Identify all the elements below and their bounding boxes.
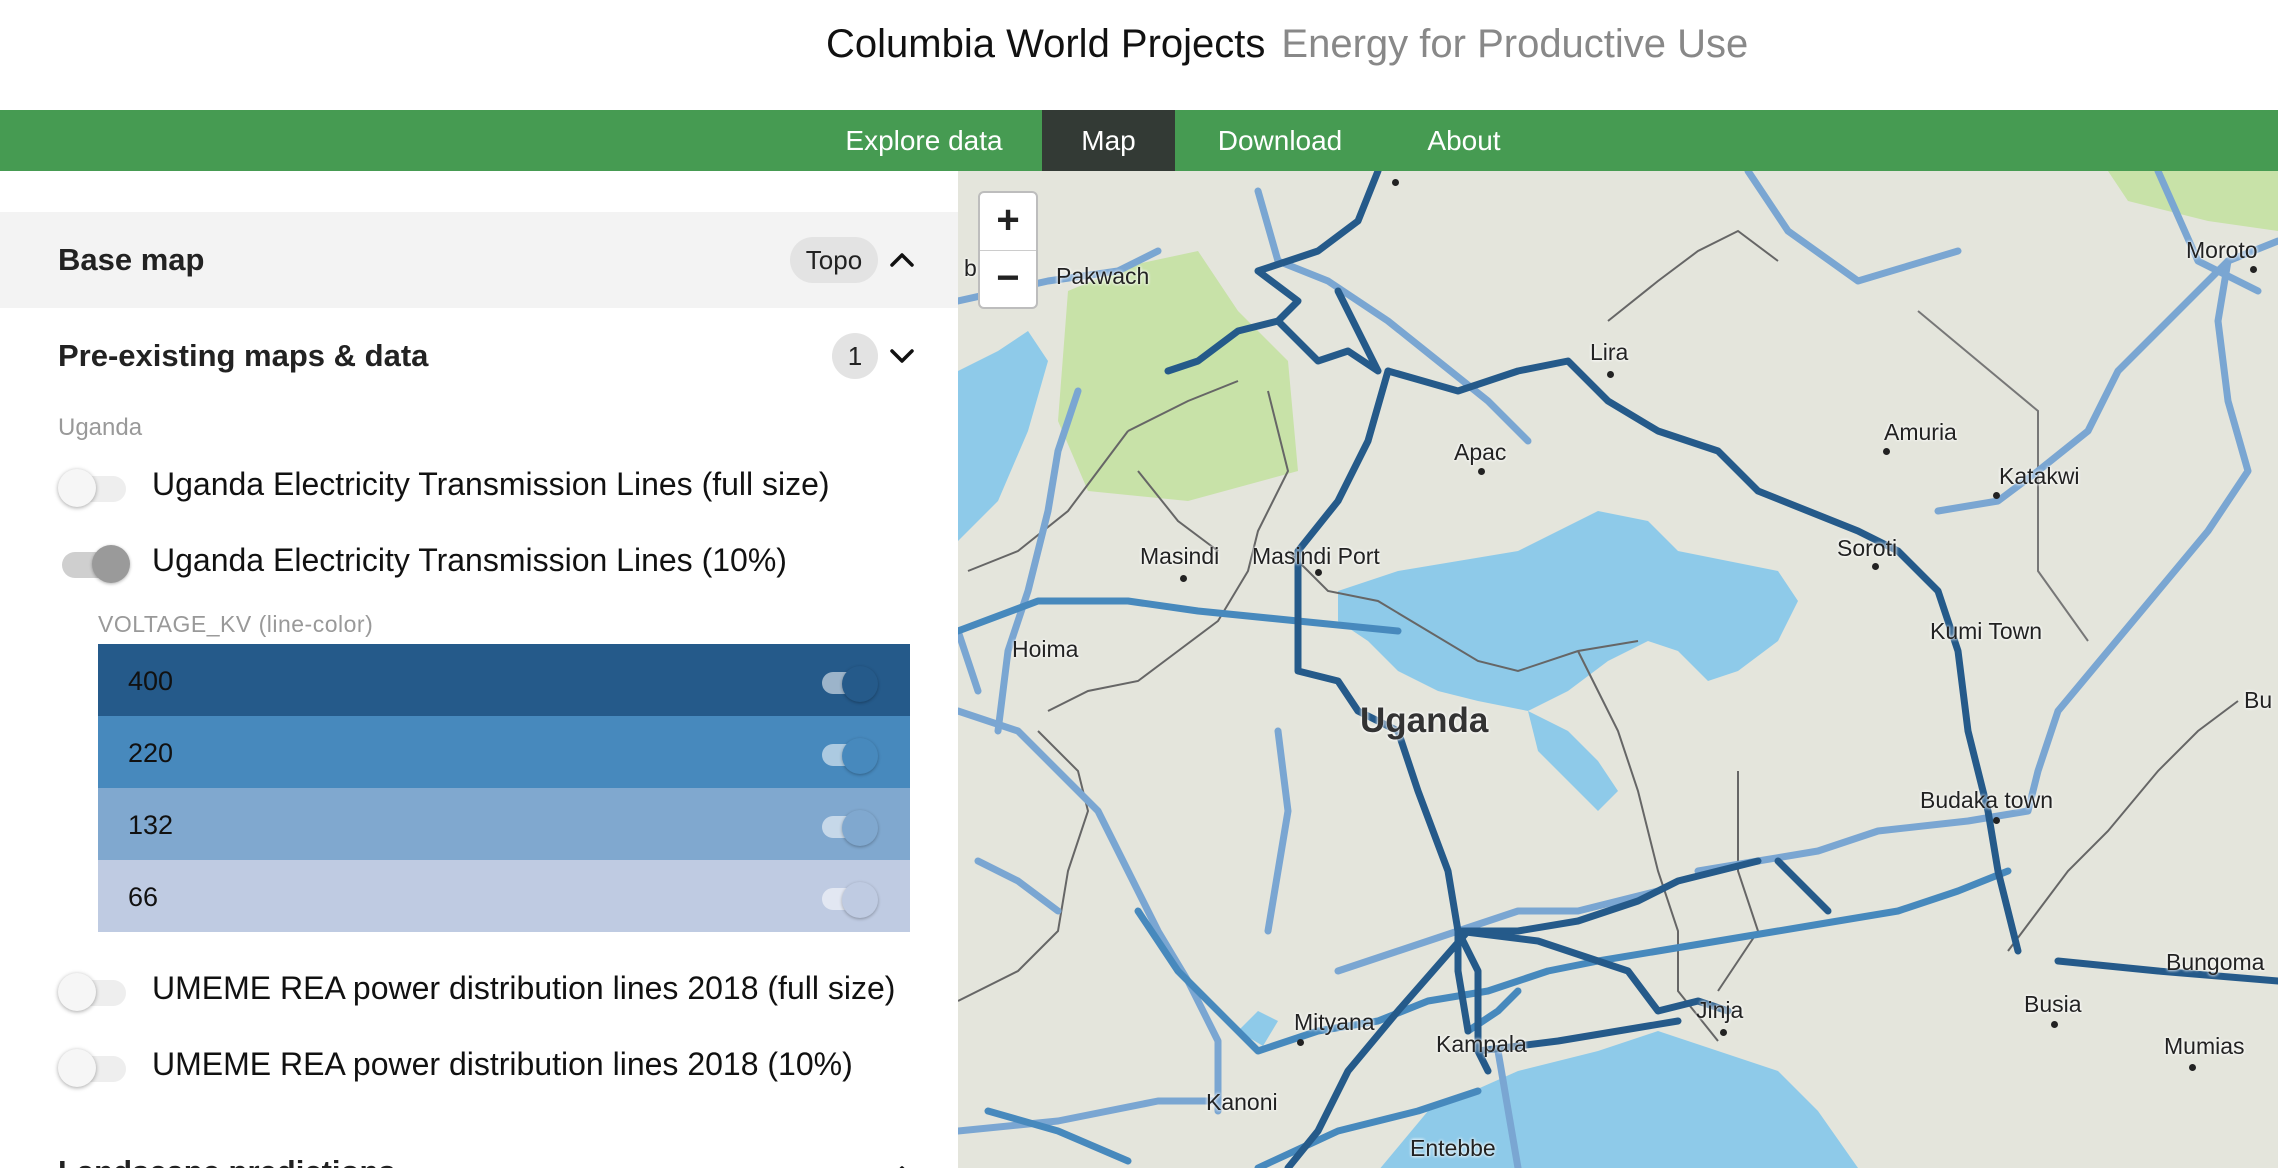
place-dot (1883, 448, 1890, 455)
group-label-uganda: Uganda (58, 414, 143, 441)
brand-title: Columbia World Projects (826, 22, 1266, 66)
legend-value: 132 (128, 810, 174, 840)
place-label: Moroto (2186, 237, 2258, 263)
place-dot (1315, 569, 1322, 576)
district-border (1917, 310, 2089, 642)
legend-value: 66 (128, 882, 159, 912)
layer-label: UMEME REA power distribution lines 2018 … (152, 970, 896, 1006)
legend-value: 220 (128, 738, 174, 768)
map-canvas[interactable] (958, 171, 2278, 1168)
chevron-up-icon[interactable] (888, 1159, 916, 1168)
national-park-area (2108, 171, 2278, 231)
place-label: Masindi (1140, 543, 1220, 569)
place-label: Masindi Port (1252, 543, 1380, 569)
place-dot (2189, 1064, 2196, 1071)
place-dot (1297, 1039, 1304, 1046)
place-dot (1720, 1029, 1727, 1036)
base-map-title: Base map (58, 242, 205, 277)
nav-map[interactable]: Map (1042, 110, 1175, 171)
base-map-section-header[interactable]: Base map Topo (0, 212, 958, 308)
nav-download[interactable]: Download (1217, 125, 1343, 156)
country-label: Uganda (1360, 701, 1489, 740)
legend-row-220: 220 (98, 716, 910, 788)
transmission-lines-400 (1164, 171, 2278, 1168)
place-label: Kumi Town (1930, 618, 2043, 644)
place-label: Amuria (1884, 419, 1957, 445)
layer-toggle[interactable] (58, 1049, 128, 1087)
place-label: Pakwach (1056, 263, 1150, 289)
nav-about[interactable]: About (1427, 125, 1501, 156)
place-label: Bu (2244, 687, 2273, 713)
place-dot (1180, 575, 1187, 582)
legend-value: 400 (128, 666, 174, 696)
place-dot (1993, 492, 2000, 499)
place-label: Busia (2024, 991, 2082, 1017)
place-label: Lira (1590, 339, 1629, 365)
landscape-section-header[interactable]: Landscape predictions (0, 1121, 958, 1168)
place-label: Budaka town (1920, 787, 2053, 813)
pre-existing-count-badge: 1 (832, 333, 878, 379)
lake-kyoga-arm (1528, 711, 1618, 811)
place-label: Soroti (1837, 535, 1898, 561)
base-map-selected-pill[interactable]: Topo (790, 237, 878, 283)
legend-toggle[interactable] (822, 666, 878, 702)
place-dot (1607, 371, 1614, 378)
place-dot (1478, 468, 1485, 475)
layer-toggle[interactable] (58, 545, 130, 583)
app-header: Columbia World Projects Energy for Produc… (0, 0, 2278, 110)
place-label: Kampala (1436, 1031, 1527, 1057)
place-label: Apac (1454, 439, 1507, 465)
legend-toggle[interactable] (822, 738, 878, 774)
place-dot (2250, 266, 2257, 273)
place-label: Katakwi (1999, 463, 2080, 489)
nav-explore-data[interactable]: Explore data (845, 125, 1003, 156)
chevron-up-icon[interactable] (888, 246, 916, 274)
place-dot (1872, 563, 1879, 570)
brand-subtitle: Energy for Productive Use (1281, 22, 1749, 66)
main-nav: Explore data Map Download About (0, 110, 2278, 171)
place-label: Bungoma (2166, 949, 2265, 975)
zoom-in-button[interactable]: + (996, 198, 1020, 242)
place-dot (1392, 179, 1399, 186)
pre-existing-section-header[interactable]: Pre-existing maps & data 1 (0, 308, 958, 404)
layer-toggle[interactable] (58, 973, 128, 1011)
legend-row-400: 400 (98, 644, 910, 716)
legend-row-66: 66 (98, 860, 910, 932)
layer-row[interactable]: Uganda Electricity Transmission Lines (f… (0, 456, 958, 516)
place-dot (2051, 1021, 2058, 1028)
place-label: Hoima (1012, 636, 1079, 662)
map-view[interactable]: Pakwach Lira Apac Amuria Katakwi Moroto … (958, 171, 2278, 1168)
legend-title: VOLTAGE_KV (line-color) (98, 611, 374, 637)
place-label: Mityana (1294, 1009, 1375, 1035)
chevron-down-icon[interactable] (888, 342, 916, 370)
legend-toggle[interactable] (822, 810, 878, 846)
lake-albert (958, 331, 1048, 541)
landscape-title: Landscape predictions (58, 1154, 396, 1168)
national-park-area (1058, 251, 1298, 501)
lake-victoria (1380, 1031, 1858, 1168)
place-label: Kanoni (1206, 1089, 1278, 1115)
lake-kyoga (1338, 511, 1798, 711)
legend-row-132: 132 (98, 788, 910, 860)
layer-label: Uganda Electricity Transmission Lines (f… (152, 466, 830, 502)
place-label: b (964, 255, 977, 281)
layer-label: Uganda Electricity Transmission Lines (1… (152, 542, 787, 578)
layer-row[interactable]: UMEME REA power distribution lines 2018 … (0, 960, 958, 1020)
layer-sidebar: Base map Topo Pre-existing maps & data 1… (0, 171, 958, 1168)
layer-toggle[interactable] (58, 469, 128, 507)
place-dot (1993, 817, 2000, 824)
zoom-out-button[interactable]: − (996, 256, 1020, 300)
zoom-control: + − (978, 191, 1038, 309)
layer-label: UMEME REA power distribution lines 2018 … (152, 1046, 853, 1082)
place-label: Entebbe (1410, 1135, 1496, 1161)
legend-toggle[interactable] (822, 882, 878, 918)
pre-existing-title: Pre-existing maps & data (58, 338, 429, 373)
layer-row[interactable]: UMEME REA power distribution lines 2018 … (0, 1036, 958, 1096)
brand[interactable]: Columbia World Projects Energy for Produc… (826, 22, 1748, 67)
place-label: Mumias (2164, 1033, 2245, 1059)
place-label: Jinja (1696, 997, 1744, 1023)
layer-row[interactable]: Uganda Electricity Transmission Lines (1… (0, 532, 958, 592)
